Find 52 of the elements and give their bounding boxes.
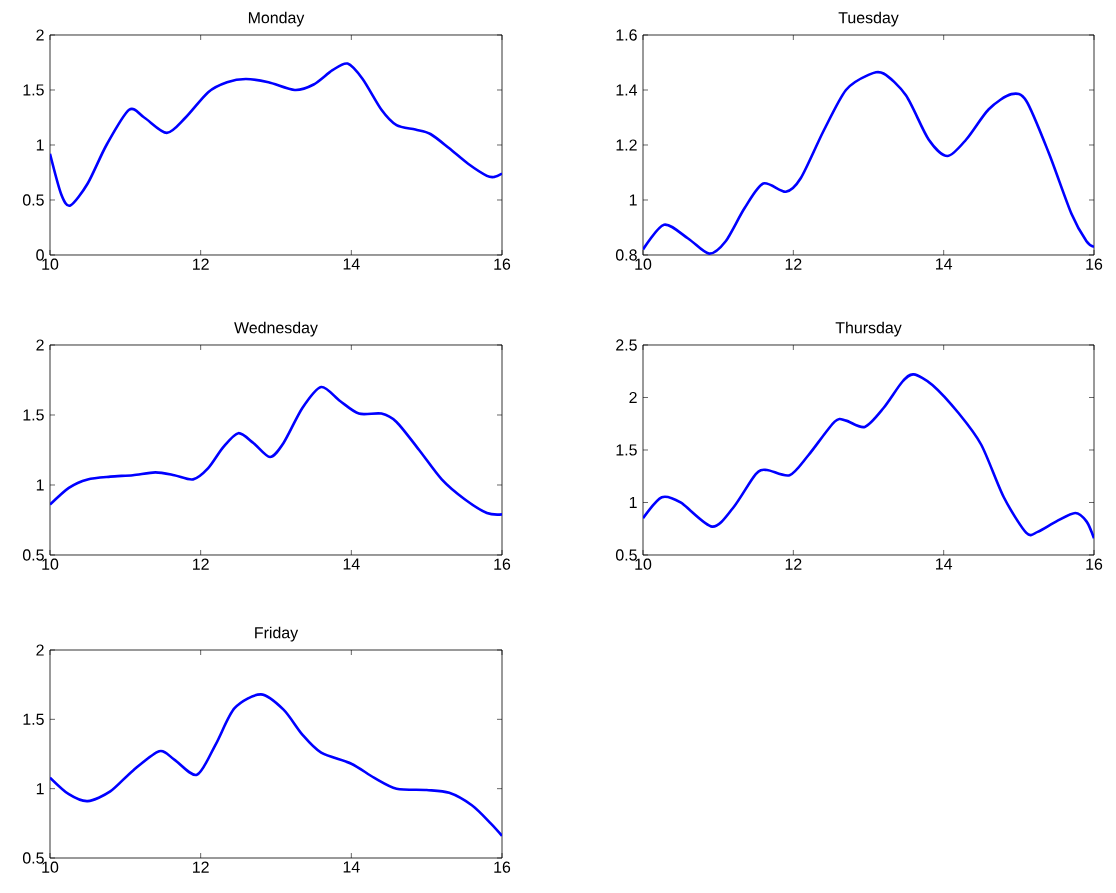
y-tick-label: 1 [36, 783, 44, 795]
line-series [643, 373, 1094, 540]
x-tick-label: 10 [42, 258, 59, 270]
x-tick-label: 16 [494, 258, 511, 270]
x-tick-label: 12 [193, 861, 209, 873]
y-tick-label: 1 [629, 497, 637, 508]
x-tick-label: 16 [1086, 258, 1103, 270]
y-tick-label: 1.5 [616, 444, 637, 456]
x-tick-label: 12 [785, 258, 802, 270]
chart-title: Monday [248, 11, 305, 27]
y-tick-label: 1.2 [616, 139, 637, 151]
x-tick-label: 10 [42, 861, 59, 873]
y-tick-label: 2 [629, 391, 637, 404]
chart-title: Tuesday [838, 11, 899, 27]
x-tick-label: 12 [785, 558, 802, 570]
x-tick-label: 12 [193, 258, 209, 270]
y-tick-label: 2 [36, 644, 44, 656]
x-tick-label: 10 [635, 258, 652, 270]
y-tick-label: 1.6 [616, 29, 637, 41]
x-tick-label: 10 [635, 558, 652, 570]
x-tick-label: 14 [936, 258, 953, 270]
y-tick-label: 1 [36, 139, 44, 151]
x-tick-label: 12 [193, 558, 209, 570]
y-tick-label: 0.5 [22, 194, 44, 206]
line-series [50, 385, 502, 516]
y-tick-label: 1 [629, 194, 637, 206]
x-tick-label: 16 [494, 861, 511, 873]
x-tick-label: 14 [343, 861, 360, 873]
y-tick-label: 1.5 [23, 409, 44, 421]
line-series [50, 693, 502, 838]
chart-title: Thursday [835, 321, 902, 337]
y-tick-label: 1.5 [23, 713, 44, 725]
x-tick-label: 14 [343, 258, 360, 270]
y-tick-label: 0.8 [615, 249, 637, 261]
x-tick-label: 16 [494, 558, 511, 570]
chart-title: Wednesday [234, 321, 318, 337]
y-tick-label: 0.5 [22, 549, 44, 561]
y-tick-label: 1 [36, 479, 44, 491]
y-tick-label: 2 [36, 29, 44, 41]
x-tick-label: 14 [936, 558, 953, 570]
y-tick-label: 0.5 [22, 852, 44, 864]
x-tick-label: 10 [42, 558, 59, 570]
y-tick-label: 0 [36, 249, 44, 261]
y-tick-label: 1.5 [23, 84, 44, 96]
y-tick-label: 0.5 [615, 549, 637, 561]
line-series [50, 62, 502, 207]
x-tick-label: 14 [343, 558, 360, 570]
y-tick-label: 2 [36, 339, 44, 351]
x-tick-label: 16 [1086, 558, 1103, 570]
y-tick-label: 2.5 [616, 339, 637, 351]
y-tick-label: 1.4 [616, 84, 638, 96]
chart-title: Friday [255, 626, 299, 642]
